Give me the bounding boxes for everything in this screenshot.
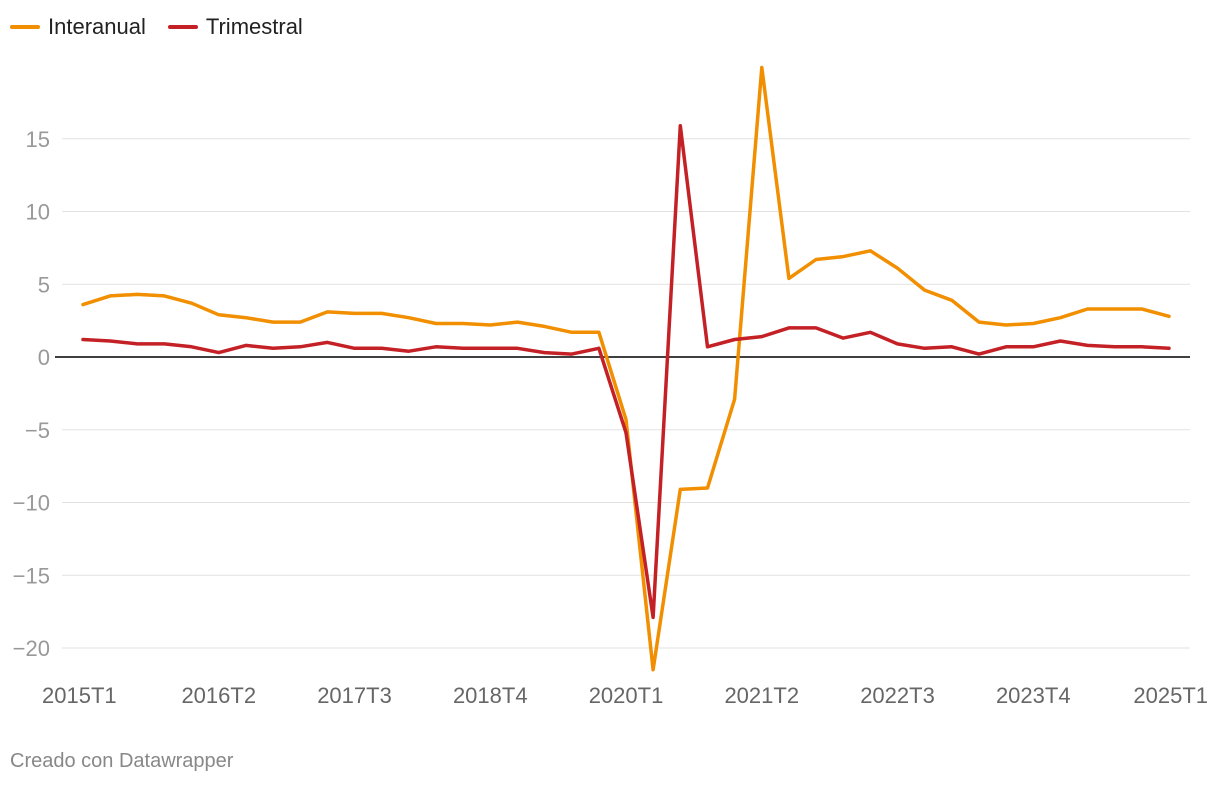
y-tick-label: −20	[13, 636, 50, 661]
y-tick-label: 10	[26, 200, 50, 225]
legend: Interanual Trimestral	[10, 14, 303, 40]
x-tick-label: 2017T3	[317, 683, 392, 708]
x-tick-label: 2025T1	[1133, 683, 1208, 708]
series-layer	[81, 65, 1171, 672]
legend-swatch-trimestral	[167, 25, 198, 29]
y-tick-label: 0	[38, 345, 50, 370]
grid-layer	[55, 138, 1190, 649]
legend-label-trimestral: Trimestral	[205, 14, 303, 39]
y-tick-label: −15	[13, 563, 50, 588]
x-tick-label: 2015T1	[42, 683, 117, 708]
y-tick-label: 5	[38, 272, 50, 297]
legend-label-interanual: Interanual	[48, 14, 146, 39]
legend-item-interanual: Interanual	[10, 14, 146, 40]
legend-item-trimestral: Trimestral	[167, 14, 303, 40]
x-tick-label: 2016T2	[181, 683, 256, 708]
x-tick-label: 2018T4	[453, 683, 528, 708]
y-tick-label: −5	[25, 418, 50, 443]
series-line-interanual	[81, 65, 1171, 672]
series-line-trimestral	[81, 123, 1171, 620]
x-tick-label: 2021T2	[724, 683, 799, 708]
x-tick-label: 2022T3	[860, 683, 935, 708]
y-axis-ticks: 15 10 5 0 −5 −10 −15 −20	[13, 127, 50, 661]
x-axis-ticks: 2015T1 2016T2 2017T3 2018T4 2020T1 2021T2 2022…	[42, 683, 1208, 708]
y-tick-label: 15	[26, 127, 50, 152]
x-tick-label: 2023T4	[996, 683, 1071, 708]
x-tick-label: 2020T1	[589, 683, 664, 708]
y-tick-label: −10	[13, 491, 50, 516]
attribution-footer: Creado con Datawrapper	[10, 750, 234, 772]
legend-swatch-interanual	[10, 25, 40, 29]
